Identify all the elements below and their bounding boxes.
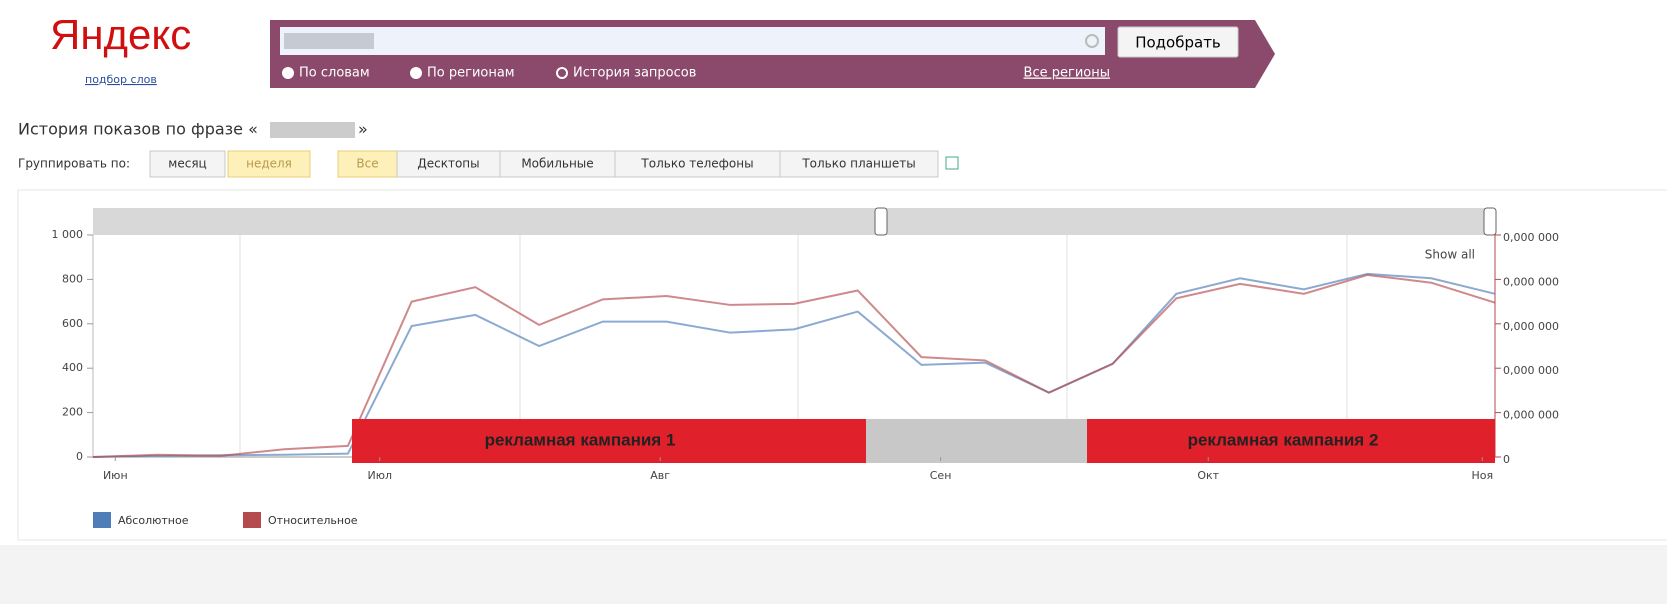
navigator[interactable]: [93, 208, 1495, 235]
radio[interactable]: [410, 67, 422, 79]
footer-area: [0, 545, 1667, 604]
legend-label[interactable]: Относительное: [268, 514, 358, 527]
nav-handle[interactable]: [874, 207, 888, 236]
submit-label[interactable]: Подобрать: [1135, 34, 1221, 52]
radio-label[interactable]: По словам: [299, 66, 370, 81]
help-icon[interactable]: [945, 156, 959, 170]
series-line: [92, 272, 1496, 458]
radio-label[interactable]: По регионам: [427, 66, 515, 81]
legend-swatch[interactable]: [93, 512, 111, 528]
nav-handle[interactable]: [1483, 207, 1497, 236]
x-tick-label: Ноя: [1471, 469, 1493, 482]
tab[interactable]: [149, 150, 226, 178]
x-tick-label: Авг: [650, 469, 670, 482]
tab-label[interactable]: Только планшеты: [801, 157, 915, 171]
y-tick-label: 800: [62, 272, 83, 285]
radio[interactable]: [556, 67, 568, 79]
y2-tick-label: 0: [1503, 453, 1510, 466]
tab[interactable]: [779, 150, 939, 178]
clear-icon[interactable]: [1085, 34, 1099, 48]
y2-tick-label: 0,000 000: [1503, 364, 1559, 377]
blurred-phrase: [270, 122, 355, 138]
search-input[interactable]: [280, 27, 1105, 55]
pause-box: [866, 419, 1087, 463]
submit-button[interactable]: [1117, 26, 1239, 58]
legend-label[interactable]: Абсолютное: [118, 514, 189, 527]
tab[interactable]: [396, 150, 501, 178]
y-tick-label: 600: [62, 317, 83, 330]
group-label: Группировать по:: [18, 157, 130, 171]
tab-label[interactable]: Десктопы: [417, 157, 479, 171]
x-tick-label: Окт: [1197, 469, 1219, 482]
regions[interactable]: Все регионы: [1024, 66, 1110, 81]
y-tick-label: 0: [76, 450, 83, 463]
x-tick-label: Июл: [368, 469, 393, 482]
y2-tick-label: 0,000 000: [1503, 409, 1559, 422]
y2-tick-label: 0,000 000: [1503, 320, 1559, 333]
chart-panel: [17, 189, 1667, 541]
x-tick-label: Сен: [930, 469, 952, 482]
campaign-box: [1087, 419, 1495, 463]
tab-label[interactable]: Мобильные: [521, 157, 593, 171]
annotation: рекламная кампания 2: [1188, 430, 1379, 449]
show-all[interactable]: Show all: [1425, 248, 1475, 262]
y-tick-label: 400: [62, 361, 83, 374]
y-tick-label: 1 000: [52, 228, 84, 241]
logo-sub[interactable]: подбор слов: [85, 73, 157, 86]
phrase-title: История показов по фразе «: [18, 120, 258, 139]
tab-label[interactable]: Все: [356, 157, 378, 171]
blurred-query: [284, 33, 374, 49]
y2-tick-label: 0,000 000: [1503, 231, 1559, 244]
series-line: [92, 273, 1496, 458]
radio[interactable]: [282, 67, 294, 79]
x-tick-label: Июн: [103, 469, 128, 482]
phrase-close: »: [358, 120, 368, 139]
annotation: рекламная кампания 1: [485, 430, 676, 449]
y2-tick-label: 0,000 000: [1503, 275, 1559, 288]
legend-swatch[interactable]: [243, 512, 261, 528]
tab[interactable]: [227, 150, 311, 178]
tab[interactable]: [337, 150, 398, 178]
tab[interactable]: [499, 150, 616, 178]
campaign-box: [352, 419, 866, 463]
tab-label[interactable]: Только телефоны: [640, 157, 753, 171]
y-tick-label: 200: [62, 406, 83, 419]
logo[interactable]: Яндекс: [50, 11, 191, 58]
tab-label[interactable]: неделя: [246, 157, 292, 171]
radio-label[interactable]: История запросов: [573, 66, 696, 81]
tab-label[interactable]: месяц: [168, 157, 206, 171]
